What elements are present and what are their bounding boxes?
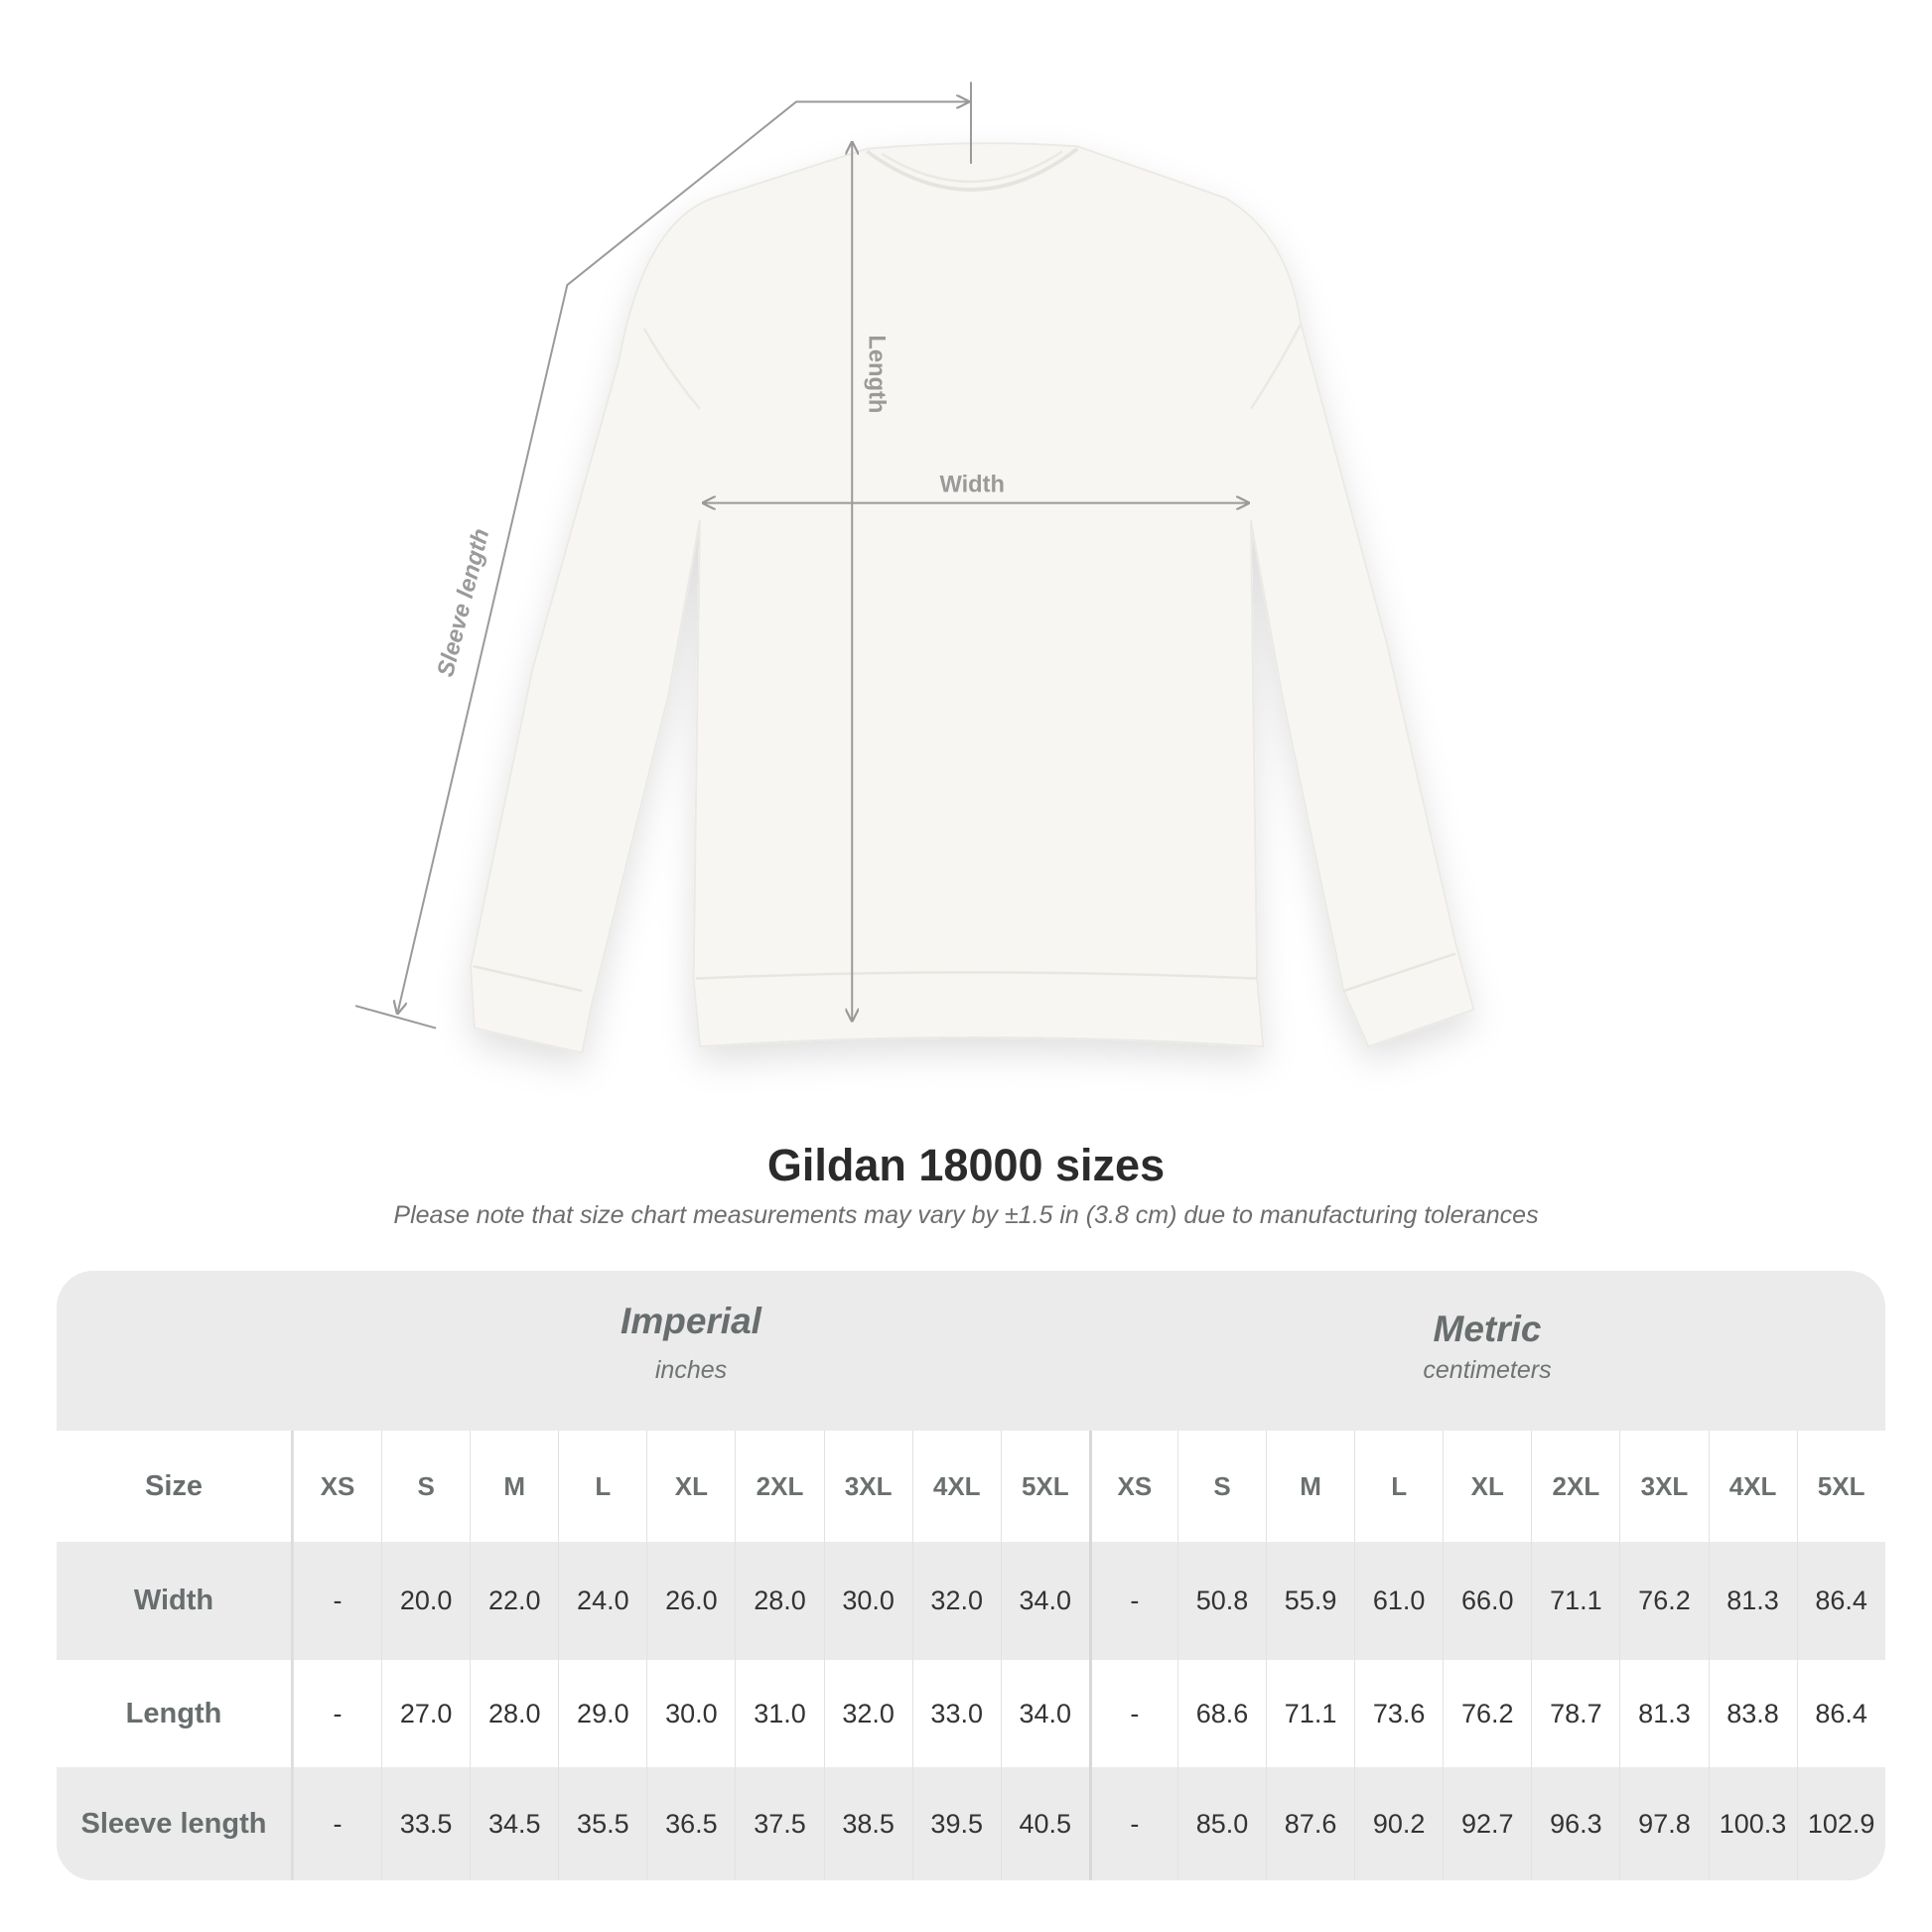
size-header-cell: 2XL [735,1431,823,1542]
imperial-value-cell: 26.0 [646,1542,735,1660]
imperial-value-cell: - [293,1767,381,1880]
size-header-cell: S [1176,1431,1266,1542]
sweatshirt [470,142,1475,1054]
imperial-value-cell: 27.0 [381,1660,470,1767]
metric-value-cell: - [1088,1542,1177,1660]
metric-value-cell: 78.7 [1531,1660,1619,1767]
imperial-label: Imperial [621,1301,761,1341]
imperial-value-cell: - [293,1542,381,1660]
table-row: Sleeve length -33.5 34.5 35.5 36.5 37.5 38.5 39… [57,1767,1885,1880]
metric-value-cell: 97.8 [1619,1767,1708,1880]
size-header-cell: L [558,1431,646,1542]
sweatshirt-illustration: Width Length Sleeve length [354,81,1475,1054]
imperial-value-cell: 24.0 [558,1542,646,1660]
tolerance-note: Please note that size chart measurements… [393,1201,1539,1229]
size-header-cell: XL [1443,1431,1531,1542]
metric-value-cell: 96.3 [1531,1767,1619,1880]
imperial-value-cell: 34.0 [1000,1542,1089,1660]
metric-value-cell: 102.9 [1796,1767,1885,1880]
metric-value-cell: 73.6 [1354,1660,1443,1767]
row-label: Sleeve length [57,1767,293,1880]
metric-value-cell: 71.1 [1266,1660,1354,1767]
size-header-cell: 5XL [1796,1431,1885,1542]
size-header-cell: 4XL [911,1431,1001,1542]
size-header-cell: 3XL [1619,1431,1708,1542]
measurement-lines [354,81,1248,1030]
metric-unit: centimeters [1423,1356,1552,1384]
size-header-cell: S [381,1431,470,1542]
metric-value-cell: - [1088,1660,1177,1767]
size-header-cell: XS [293,1431,381,1542]
metric-value-cell: 81.3 [1619,1660,1708,1767]
metric-value-cell: 76.2 [1443,1660,1531,1767]
imperial-value-cell: 34.0 [1000,1660,1089,1767]
size-header-cell: 3XL [823,1431,912,1542]
metric-value-cell: 100.3 [1708,1767,1797,1880]
imperial-value-cell: 40.5 [1000,1767,1089,1880]
imperial-value-cell: 34.5 [470,1767,558,1880]
size-header-cell: M [1266,1431,1354,1542]
imperial-value-cell: 33.0 [911,1660,1001,1767]
imperial-value-cell: 37.5 [735,1767,823,1880]
size-header-row: Size XS S M L XL 2XL 3XL 4XL 5XL XS S M L XL 2XL 3XL 4XL 5… [57,1431,1885,1542]
page-title: Gildan 18000 sizes [766,1140,1166,1190]
metric-value-cell: 50.8 [1176,1542,1266,1660]
metric-value-cell: 86.4 [1796,1542,1885,1660]
imperial-value-cell: 22.0 [470,1542,558,1660]
imperial-value-cell: 39.5 [911,1767,1001,1880]
imperial-header: Imperial inches [293,1271,1089,1431]
size-header-cell: XS [1088,1431,1177,1542]
metric-value-cell: 81.3 [1708,1542,1797,1660]
size-header-cell: 2XL [1531,1431,1619,1542]
imperial-value-cell: 31.0 [735,1660,823,1767]
width-label: Width [939,472,1005,497]
imperial-value-cell: 29.0 [558,1660,646,1767]
sleeve-arrow [397,101,968,1013]
metric-label: Metric [1433,1309,1542,1349]
table-row: Width -20.0 22.0 24.0 26.0 28.0 30.0 32.0 34.0-5… [57,1542,1885,1660]
size-header-cell: L [1354,1431,1443,1542]
imperial-value-cell: 30.0 [823,1542,912,1660]
metric-value-cell: 87.6 [1266,1767,1354,1880]
size-header-cell: M [470,1431,558,1542]
size-header-cell: 4XL [1708,1431,1797,1542]
metric-value-cell: - [1088,1767,1177,1880]
imperial-value-cell: 20.0 [381,1542,470,1660]
imperial-unit: inches [654,1356,728,1384]
imperial-value-cell: 30.0 [646,1660,735,1767]
imperial-value-cell: 38.5 [823,1767,912,1880]
size-header-cell: 5XL [1000,1431,1089,1542]
metric-value-cell: 83.8 [1708,1660,1797,1767]
imperial-value-cell: - [293,1660,381,1767]
imperial-value-cell: 33.5 [381,1767,470,1880]
metric-value-cell: 92.7 [1443,1767,1531,1880]
imperial-value-cell: 28.0 [470,1660,558,1767]
row-label: Width [57,1542,293,1660]
metric-value-cell: 66.0 [1443,1542,1531,1660]
metric-value-cell: 76.2 [1619,1542,1708,1660]
row-label: Length [57,1660,293,1767]
imperial-value-cell: 32.0 [911,1542,1001,1660]
metric-value-cell: 85.0 [1176,1767,1266,1880]
size-chart-table: Imperial inches Metric centimeters Size X… [57,1271,1885,1880]
metric-value-cell: 55.9 [1266,1542,1354,1660]
size-header-cell: XL [646,1431,735,1542]
length-label: Length [864,335,890,413]
imperial-value-cell: 35.5 [558,1767,646,1880]
imperial-value-cell: 36.5 [646,1767,735,1880]
imperial-value-cell: 28.0 [735,1542,823,1660]
metric-value-cell: 90.2 [1354,1767,1443,1880]
metric-value-cell: 86.4 [1796,1660,1885,1767]
table-row: Length -27.0 28.0 29.0 30.0 31.0 32.0 33.0 34.0-… [57,1660,1885,1767]
metric-value-cell: 68.6 [1176,1660,1266,1767]
row-label: Size [57,1431,293,1542]
metric-header: Metric centimeters [1089,1271,1885,1431]
imperial-value-cell: 32.0 [823,1660,912,1767]
metric-value-cell: 71.1 [1531,1542,1619,1660]
sleeve-length-label: Sleeve length [433,526,494,679]
metric-value-cell: 61.0 [1354,1542,1443,1660]
